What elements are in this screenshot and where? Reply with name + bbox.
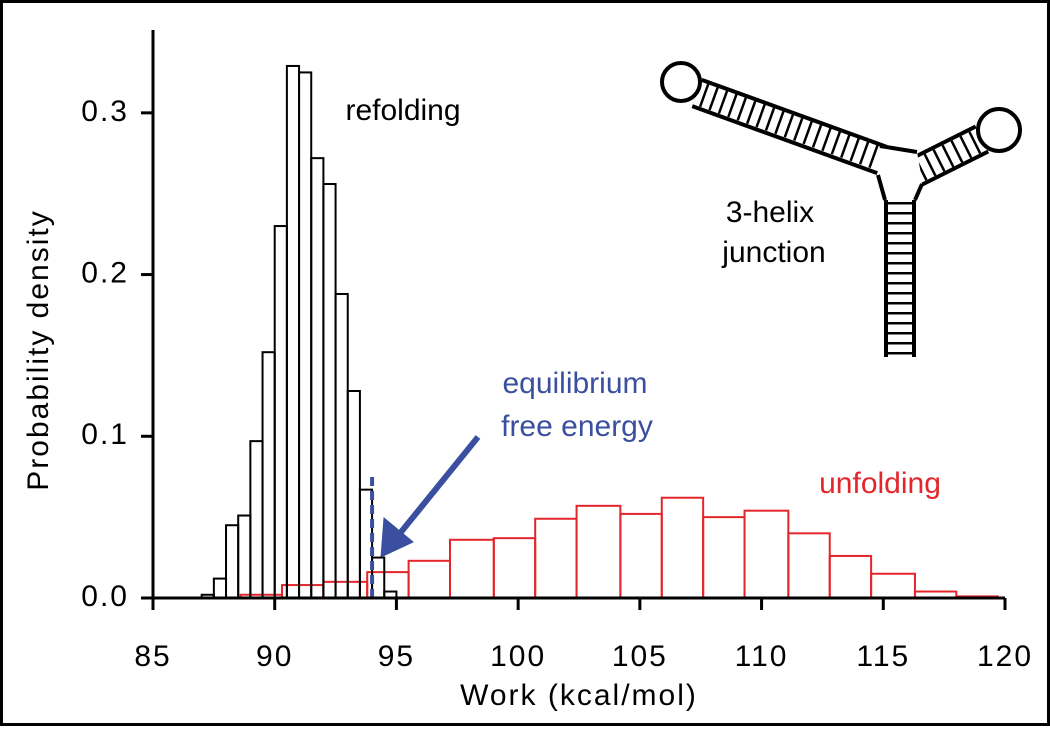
inset-label: junction [721,236,825,269]
annotation-text: equilibrium [502,367,647,400]
x-tick-label: 105 [612,640,668,673]
helix-rungs [914,130,984,181]
helix-rungs [698,83,883,170]
junction [876,144,924,201]
series-label: unfolding [819,467,941,500]
y-tick-label: 0.1 [81,418,129,451]
y-axis-label: Probability density [22,209,55,490]
junction [878,146,922,200]
loop [660,61,702,103]
y-tick-label: 0.0 [81,580,129,613]
x-tick-label: 85 [134,640,171,673]
arrow-shaft [394,435,481,539]
y-tick-label: 0.3 [81,95,129,128]
y-tick-label: 0.2 [81,256,129,289]
rna-diagram [660,61,1022,357]
arrow [380,435,481,558]
annotation-text: free energy [501,410,653,443]
x-tick-label: 95 [378,640,415,673]
x-tick-label: 120 [977,640,1033,673]
x-tick-label: 100 [490,640,546,673]
arrow-head [380,516,414,558]
x-tick-label: 115 [856,640,910,673]
x-tick-label: 90 [256,640,293,673]
loop [976,107,1022,153]
inset-label: 3-helix [726,196,814,229]
x-tick-label: 110 [735,640,789,673]
x-axis-label: Work (kcal/mol) [460,679,698,712]
series-label: refolding [345,94,460,127]
